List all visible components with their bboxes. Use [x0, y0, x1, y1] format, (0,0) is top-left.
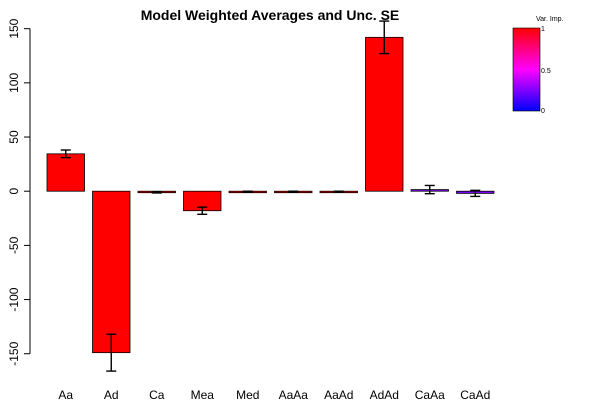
y-axis: -150 -100 -50 0 50 100 150: [7, 18, 31, 366]
x-tick-label-mea: Mea: [191, 388, 215, 400]
y-tick-label: 0: [7, 188, 21, 195]
y-tick-label: 150: [7, 18, 21, 38]
x-tick-label-ca: Ca: [149, 388, 165, 400]
bar-aa: [46, 153, 85, 192]
bar-ad: [92, 190, 131, 354]
x-tick-label-adad: AdAd: [370, 388, 399, 400]
legend-labels: 10.50: [541, 26, 551, 115]
x-tick-label-caad: CaAd: [460, 388, 490, 400]
bar-adad: [365, 36, 404, 192]
x-tick-labels: Aa Ad Ca Mea Med AaAa AaAd AdAd CaAa CaAd: [58, 388, 490, 400]
legend-label: 1: [541, 26, 545, 33]
legend-label: 0.5: [541, 68, 551, 75]
x-tick-label-aaaa: AaAa: [279, 388, 309, 400]
error-bars: [60, 20, 481, 372]
chart-title: Model Weighted Averages and Unc. SE: [141, 7, 400, 23]
x-tick-label-med: Med: [236, 388, 259, 400]
y-tick-label: -50: [7, 236, 21, 254]
legend: Var. Imp. 10.50: [512, 16, 564, 115]
y-tick-label: -150: [7, 341, 21, 365]
y-tick-label: -100: [7, 287, 21, 311]
y-tick-label: 100: [7, 73, 21, 93]
x-tick-label-ad: Ad: [104, 388, 119, 400]
bars: [46, 36, 495, 354]
legend-label: 0: [541, 108, 545, 115]
x-tick-label-aa: Aa: [58, 388, 73, 400]
x-tick-label-caaa: CaAa: [415, 388, 445, 400]
x-tick-label-aaad: AaAd: [324, 388, 353, 400]
legend-color-bar: [512, 27, 541, 112]
y-tick-label: 50: [7, 130, 21, 144]
legend-title: Var. Imp.: [536, 16, 564, 23]
